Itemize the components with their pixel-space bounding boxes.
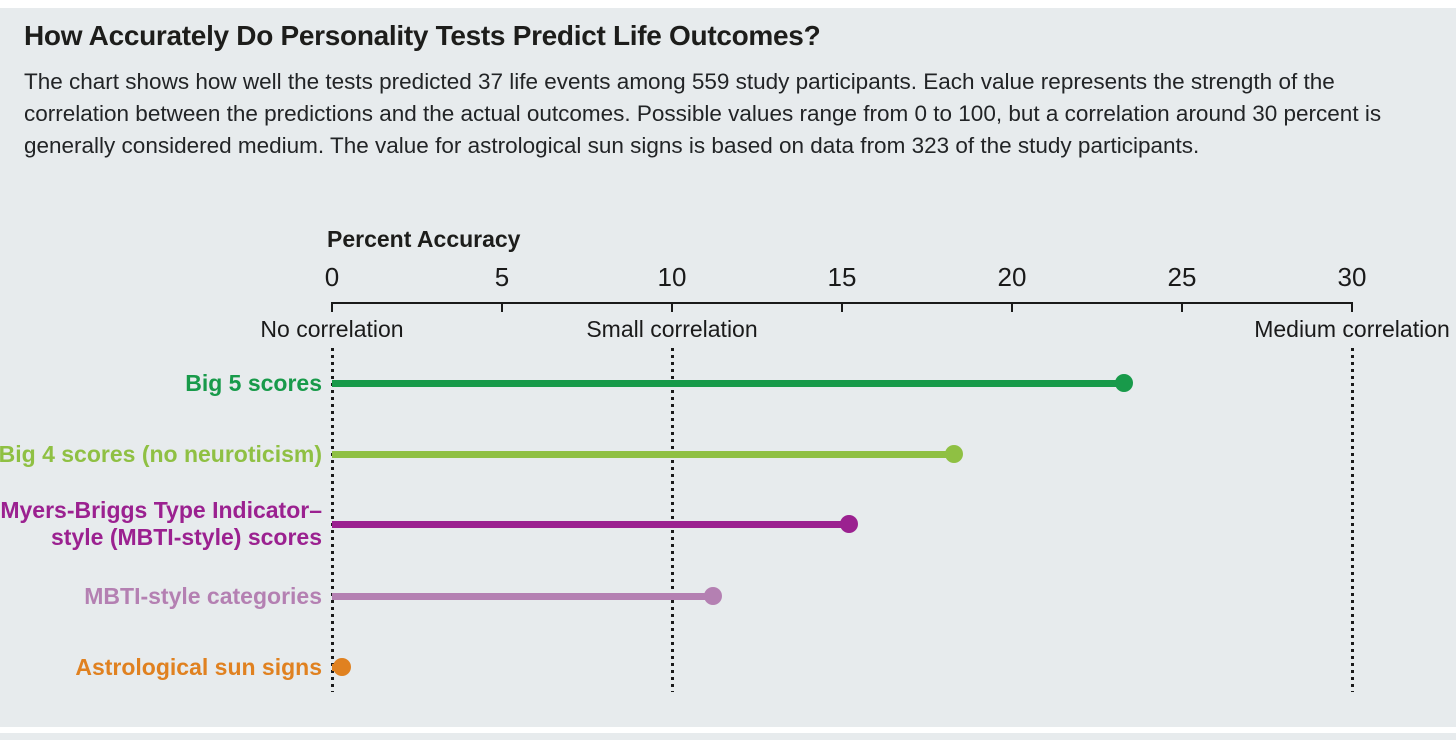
axis-title: Percent Accuracy — [327, 226, 521, 252]
row-label: Big 5 scores — [185, 369, 322, 396]
axis-tick — [1011, 302, 1013, 312]
lollipop-dot — [839, 515, 858, 533]
reference-line-label: No correlation — [260, 316, 404, 342]
reference-line-label: Medium correlation — [1254, 316, 1450, 342]
lollipop-line — [332, 379, 1125, 387]
axis-tick-label: 15 — [827, 262, 857, 292]
axis-tick — [1351, 302, 1353, 312]
lollipop-line — [332, 520, 849, 528]
row-label: Myers-Briggs Type Indicator– style (MBTI-… — [0, 497, 322, 550]
axis-tick — [331, 302, 333, 312]
row-label: Big 4 scores (no neuroticism) — [0, 440, 322, 467]
lollipop-dot — [1115, 374, 1134, 392]
axis-tick-label: 10 — [657, 262, 687, 292]
lollipop-line — [332, 450, 955, 458]
reference-line — [1350, 348, 1354, 692]
axis-tick-label: 0 — [324, 262, 340, 292]
axis-tick — [1181, 302, 1183, 312]
bottom-band — [0, 733, 1456, 740]
lollipop-dot — [703, 587, 722, 605]
chart-subtitle: The chart shows how well the tests predi… — [24, 69, 1382, 158]
axis-tick — [841, 302, 843, 312]
row-label: Astrological sun signs — [75, 653, 322, 680]
row-label: MBTI-style categories — [84, 582, 322, 609]
lollipop-dot — [333, 658, 352, 676]
lollipop-dot — [945, 445, 964, 463]
lollipop-line — [332, 592, 713, 600]
reference-line-label: Small correlation — [586, 316, 758, 342]
axis-tick — [671, 302, 673, 312]
reference-line — [330, 348, 334, 692]
axis-tick-label: 30 — [1337, 262, 1367, 292]
axis-tick — [501, 302, 503, 312]
reference-line — [670, 348, 674, 692]
axis-tick-label: 5 — [494, 262, 510, 292]
figure-background — [0, 8, 1456, 727]
axis-tick-label: 20 — [997, 262, 1027, 292]
axis-tick-label: 25 — [1167, 262, 1197, 292]
chart-title: How Accurately Do Personality Tests Pred… — [24, 20, 821, 51]
